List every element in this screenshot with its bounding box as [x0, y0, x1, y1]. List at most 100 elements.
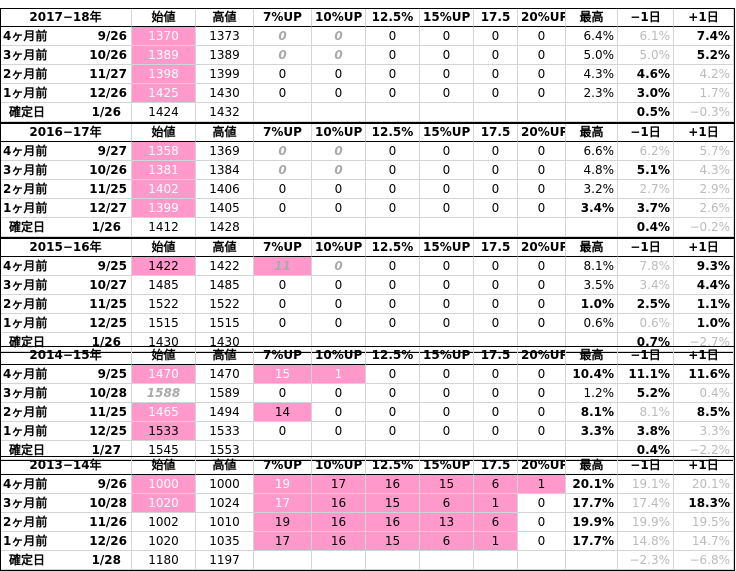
- cell-minus1[interactable]: 5.0%: [618, 46, 674, 65]
- cell-minus1[interactable]: 7.8%: [618, 257, 674, 276]
- cell-up7[interactable]: 0: [254, 199, 312, 218]
- cell-up20[interactable]: 0: [518, 422, 566, 441]
- column-header-up10[interactable]: 10%UP: [312, 8, 366, 27]
- cell-open[interactable]: 1398: [132, 65, 196, 84]
- cell-up125[interactable]: 0: [366, 365, 420, 384]
- column-header-minus1[interactable]: −1日: [618, 456, 674, 475]
- column-header-up15[interactable]: 15%UP: [420, 456, 474, 475]
- cell-high[interactable]: 1373: [196, 27, 254, 46]
- cell-up7[interactable]: 0: [254, 27, 312, 46]
- cell-high[interactable]: 1522: [196, 295, 254, 314]
- cell-up125[interactable]: 0: [366, 142, 420, 161]
- cell-up125[interactable]: 15: [366, 494, 420, 513]
- cell-up10[interactable]: 0: [312, 27, 366, 46]
- cell-up7[interactable]: 19: [254, 475, 312, 494]
- cell-high[interactable]: 1422: [196, 257, 254, 276]
- cell-plus1[interactable]: 14.7%: [674, 532, 734, 551]
- row-label-cell[interactable]: 4ヶ月前 9/26: [0, 27, 132, 46]
- cell-high[interactable]: 1197: [196, 551, 254, 570]
- cell-up15[interactable]: 0: [420, 365, 474, 384]
- cell-minus1[interactable]: 0.7%: [618, 333, 674, 352]
- cell-max[interactable]: 3.4%: [566, 199, 618, 218]
- cell-plus1[interactable]: 4.4%: [674, 276, 734, 295]
- cell-up125[interactable]: 0: [366, 422, 420, 441]
- row-label-cell[interactable]: 1ヶ月前 12/26: [0, 532, 132, 551]
- cell-up15[interactable]: [420, 218, 474, 237]
- cell-open[interactable]: 1470: [132, 365, 196, 384]
- column-header-open[interactable]: 始値: [132, 238, 196, 257]
- column-header-up10[interactable]: 10%UP: [312, 238, 366, 257]
- cell-max[interactable]: 20.1%: [566, 475, 618, 494]
- cell-up7[interactable]: 0: [254, 180, 312, 199]
- cell-open[interactable]: 1485: [132, 276, 196, 295]
- cell-up15[interactable]: 0: [420, 384, 474, 403]
- cell-up20[interactable]: 0: [518, 403, 566, 422]
- cell-up15[interactable]: 0: [420, 65, 474, 84]
- cell-high[interactable]: 1470: [196, 365, 254, 384]
- cell-up15[interactable]: 0: [420, 314, 474, 333]
- cell-up10[interactable]: 16: [312, 494, 366, 513]
- cell-max[interactable]: 1.0%: [566, 295, 618, 314]
- column-header-up175[interactable]: 17.5: [474, 8, 518, 27]
- cell-minus1[interactable]: 4.6%: [618, 65, 674, 84]
- cell-up10[interactable]: 0: [312, 199, 366, 218]
- cell-up15[interactable]: 0: [420, 199, 474, 218]
- cell-open[interactable]: 1424: [132, 103, 196, 122]
- cell-minus1[interactable]: 3.0%: [618, 84, 674, 103]
- column-header-up15[interactable]: 15%UP: [420, 8, 474, 27]
- cell-open[interactable]: 1389: [132, 46, 196, 65]
- column-header-up7[interactable]: 7%UP: [254, 346, 312, 365]
- cell-up10[interactable]: 0: [312, 161, 366, 180]
- cell-up125[interactable]: [366, 441, 420, 460]
- cell-up15[interactable]: 0: [420, 180, 474, 199]
- column-header-up175[interactable]: 17.5: [474, 123, 518, 142]
- cell-plus1[interactable]: −0.2%: [674, 218, 734, 237]
- cell-up10[interactable]: 16: [312, 513, 366, 532]
- cell-minus1[interactable]: 3.8%: [618, 422, 674, 441]
- cell-up20[interactable]: [518, 551, 566, 570]
- cell-up7[interactable]: 0: [254, 384, 312, 403]
- cell-up175[interactable]: 1: [474, 532, 518, 551]
- cell-max[interactable]: [566, 218, 618, 237]
- cell-minus1[interactable]: 3.4%: [618, 276, 674, 295]
- cell-up15[interactable]: 0: [420, 295, 474, 314]
- column-header-up7[interactable]: 7%UP: [254, 123, 312, 142]
- row-label-cell[interactable]: 2ヶ月前 11/25: [0, 295, 132, 314]
- cell-open[interactable]: 1399: [132, 199, 196, 218]
- row-label-cell[interactable]: 4ヶ月前 9/27: [0, 142, 132, 161]
- column-header-up20[interactable]: 20%UP: [518, 238, 566, 257]
- cell-up15[interactable]: 0: [420, 142, 474, 161]
- cell-up20[interactable]: 1: [518, 475, 566, 494]
- cell-up10[interactable]: 0: [312, 276, 366, 295]
- column-header-plus1[interactable]: +1日: [674, 456, 734, 475]
- row-label-cell[interactable]: 2ヶ月前 11/25: [0, 180, 132, 199]
- cell-up10[interactable]: 16: [312, 532, 366, 551]
- cell-max[interactable]: 2.3%: [566, 84, 618, 103]
- cell-up10[interactable]: 0: [312, 403, 366, 422]
- row-label-cell[interactable]: 2ヶ月前 11/25: [0, 403, 132, 422]
- cell-open[interactable]: 1430: [132, 333, 196, 352]
- cell-plus1[interactable]: −2.2%: [674, 441, 734, 460]
- cell-max[interactable]: 3.2%: [566, 180, 618, 199]
- cell-up175[interactable]: 0: [474, 180, 518, 199]
- column-header-up125[interactable]: 12.5%: [366, 123, 420, 142]
- cell-up15[interactable]: 0: [420, 422, 474, 441]
- cell-up175[interactable]: 0: [474, 257, 518, 276]
- cell-up125[interactable]: 0: [366, 257, 420, 276]
- cell-plus1[interactable]: 1.0%: [674, 314, 734, 333]
- cell-up15[interactable]: 0: [420, 257, 474, 276]
- cell-up7[interactable]: [254, 441, 312, 460]
- row-label-cell[interactable]: 3ヶ月前 10/26: [0, 161, 132, 180]
- cell-up7[interactable]: 0: [254, 314, 312, 333]
- cell-up15[interactable]: 0: [420, 276, 474, 295]
- column-header-up20[interactable]: 20%UP: [518, 123, 566, 142]
- cell-up15[interactable]: 0: [420, 403, 474, 422]
- cell-open[interactable]: 1020: [132, 532, 196, 551]
- cell-up125[interactable]: 0: [366, 295, 420, 314]
- cell-up175[interactable]: 0: [474, 422, 518, 441]
- cell-up175[interactable]: [474, 218, 518, 237]
- column-header-plus1[interactable]: +1日: [674, 346, 734, 365]
- column-header-up175[interactable]: 17.5: [474, 238, 518, 257]
- cell-up125[interactable]: [366, 551, 420, 570]
- row-label-cell[interactable]: 2ヶ月前 11/26: [0, 513, 132, 532]
